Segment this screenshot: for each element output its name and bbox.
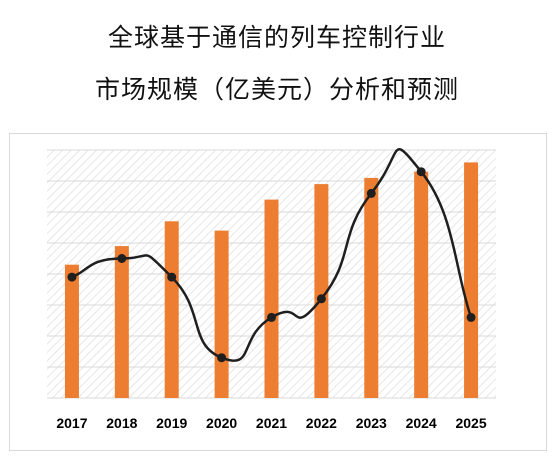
x-tick-label: 2025 [455,415,486,431]
line-point-2024 [416,167,426,177]
x-tick-label: 2018 [106,415,137,431]
bar-2025 [464,162,479,398]
bar-2017 [64,264,79,398]
x-tick-label: 2021 [256,415,287,431]
x-tick-label: 2023 [356,415,387,431]
x-tick-label: 2024 [406,415,437,431]
line-point-2018 [117,254,127,263]
bar-2024 [414,171,429,398]
bar-2020 [214,230,229,398]
line-point-2025 [466,312,476,322]
x-tick-label: 2020 [206,415,237,431]
chart-title-line-1: 全球基于通信的列车控制行业 [107,23,446,52]
line-point-2022 [316,294,326,304]
x-tick-label: 2022 [306,415,337,431]
bar-2022 [314,184,329,398]
line-point-2017 [67,272,77,282]
x-tick-label: 2017 [56,415,87,431]
line-point-2020 [217,353,227,363]
x-tick-label: 2019 [156,415,187,431]
chart-title-line-2: 市场规模（亿美元）分析和预测 [94,75,459,104]
trend-line-series [71,148,473,362]
line-point-2021 [267,312,276,322]
bar-2023 [364,177,379,398]
bar-2019 [164,221,179,398]
bar-2021 [264,199,279,398]
line-point-2023 [366,188,376,198]
line-point-2019 [167,272,177,282]
bar-2018 [114,246,129,398]
